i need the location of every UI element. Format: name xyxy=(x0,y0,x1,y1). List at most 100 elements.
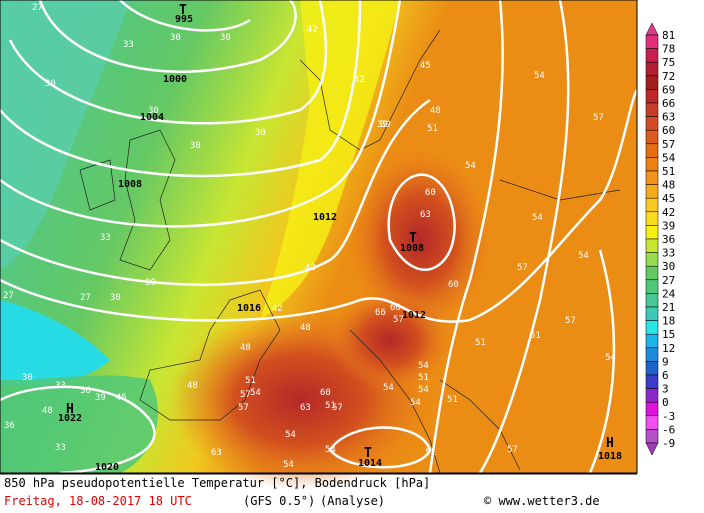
colorbar-label: 66 xyxy=(662,97,675,110)
colorbar-band xyxy=(645,265,659,281)
field xyxy=(0,300,110,387)
pressure-label: 1008 xyxy=(118,179,142,190)
temperature-label: 33 xyxy=(55,381,66,391)
colorbar-band xyxy=(645,374,659,389)
pressure-label: 1014 xyxy=(358,458,382,469)
colorbar-label: 3 xyxy=(662,383,669,396)
temperature-label: 33 xyxy=(55,443,66,453)
colorbar-label: 48 xyxy=(662,179,675,192)
temperature-label: 54 xyxy=(383,383,394,393)
temperature-label: 57 xyxy=(238,403,249,413)
pressure-label: 1012 xyxy=(402,310,426,321)
temperature-label: 27 xyxy=(80,293,91,303)
map-labels: 995 1000 1004 1008 1012 1016 1008 1012 1022 1020 1… xyxy=(3,3,622,473)
colorbar: 8178757269666360575451484542393633302724… xyxy=(645,22,676,456)
temperature-label: 51 xyxy=(427,124,438,134)
colorbar-band xyxy=(645,333,659,349)
colorbar-band xyxy=(645,129,659,145)
colorbar-label: 60 xyxy=(662,124,675,137)
temperature-label: 57 xyxy=(240,390,251,400)
temperature-label: 60 xyxy=(425,188,436,198)
colorbar-label: 75 xyxy=(662,56,675,69)
footer-model: (GFS 0.5°) xyxy=(243,494,315,508)
temperature-label: 42 xyxy=(272,304,283,314)
colorbar-label: 24 xyxy=(662,287,676,300)
colorbar-band xyxy=(645,361,659,376)
temperature-label: 36 xyxy=(4,421,15,431)
temperature-label: 63 xyxy=(420,210,431,220)
colorbar-label: 81 xyxy=(662,29,675,42)
colorbar-label: 54 xyxy=(662,151,676,164)
colorbar-band xyxy=(645,211,659,226)
colorbar-arrow xyxy=(645,22,659,36)
temperature-label: 57 xyxy=(565,316,576,326)
colorbar-band xyxy=(645,75,659,90)
pressure-center: T xyxy=(364,446,372,461)
temperature-label: 51 xyxy=(530,331,541,341)
colorbar-label: 39 xyxy=(662,219,675,232)
pressure-label: 1022 xyxy=(58,413,82,424)
colorbar-label: 12 xyxy=(662,342,675,355)
temperature-label: 45 xyxy=(420,61,431,71)
temperature-label: 42 xyxy=(305,263,316,273)
temperature-label: 30 xyxy=(190,141,201,151)
colorbar-band xyxy=(645,279,659,294)
temperature-label: 48 xyxy=(42,406,53,416)
temperature-label: 30 xyxy=(148,106,159,116)
colorbar-label: 6 xyxy=(662,369,669,382)
temperature-label: 42 xyxy=(354,75,365,85)
temperature-label: 51 xyxy=(325,401,336,411)
temperature-label: 30 xyxy=(45,79,56,89)
temperature-label: 54 xyxy=(250,388,261,398)
colorbar-label: -6 xyxy=(662,423,675,436)
colorbar-label: 30 xyxy=(662,260,675,273)
colorbar-label: 18 xyxy=(662,315,675,328)
colorbar-band xyxy=(645,89,659,104)
colorbar-label: 36 xyxy=(662,233,675,246)
temperature-label: 51 xyxy=(475,338,486,348)
colorbar-band xyxy=(645,306,659,321)
temperature-label: 66 xyxy=(375,308,386,318)
temperature-label: 54 xyxy=(283,460,294,470)
temperature-label: 51 xyxy=(425,448,436,458)
temperature-label: 30 xyxy=(22,373,33,383)
temperature-label: 54 xyxy=(605,353,616,363)
temperature-label: 30 xyxy=(110,293,121,303)
colorbar-arrow xyxy=(645,442,659,456)
colorbar-label: 51 xyxy=(662,165,675,178)
temperature-label: 30 xyxy=(255,128,266,138)
colorbar-band xyxy=(645,252,659,267)
colorbar-label: 15 xyxy=(662,328,675,341)
colorbar-band xyxy=(645,184,659,199)
pressure-center: H xyxy=(66,402,74,417)
colorbar-band xyxy=(645,157,659,172)
footer-date: Freitag, 18-08-2017 18 UTC xyxy=(4,494,192,508)
isobars xyxy=(0,0,637,473)
colorbar-label: 21 xyxy=(662,301,675,314)
temperature-label: 30 xyxy=(220,33,231,43)
temperature-label: 51 xyxy=(245,376,256,386)
temperature-label: 54 xyxy=(578,251,589,261)
temperature-label: 33 xyxy=(123,40,134,50)
pressure-center: T xyxy=(179,3,187,18)
temperature-label: 54 xyxy=(532,213,543,223)
colorbar-band xyxy=(645,34,659,49)
temperature-label: 60 xyxy=(390,303,401,313)
temperature-label: 51 xyxy=(418,373,429,383)
pressure-label: 1016 xyxy=(237,303,261,314)
colorbar-band xyxy=(645,116,659,131)
pressure-label: 995 xyxy=(175,14,193,25)
colorbar-band xyxy=(645,293,659,308)
pressure-center: H xyxy=(606,436,614,451)
temperature-label: 60 xyxy=(448,280,459,290)
temperature-label: 54 xyxy=(410,398,421,408)
colorbar-band xyxy=(645,388,659,403)
colorbar-label: 57 xyxy=(662,138,675,151)
temperature-label: 54 xyxy=(325,445,336,455)
colorbar-band xyxy=(645,170,659,185)
field xyxy=(350,150,490,330)
colorbar-label: 78 xyxy=(662,43,675,56)
temperature-label: 42 xyxy=(307,25,318,35)
temperature-label: 48 xyxy=(240,343,251,353)
